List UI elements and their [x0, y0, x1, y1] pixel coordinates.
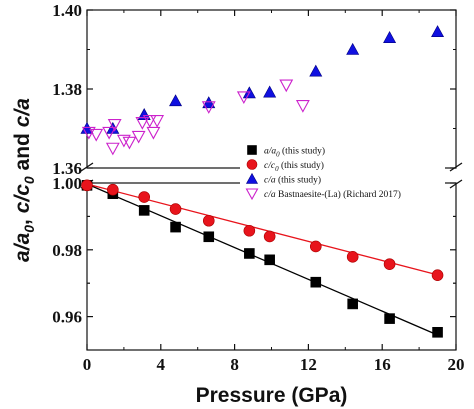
point-series-3	[201, 101, 216, 114]
point-series-1	[169, 203, 182, 215]
point-series-1	[383, 258, 396, 270]
point-series-3	[102, 126, 117, 140]
y-axis-title-part: c/c	[11, 184, 34, 214]
point-series-3	[295, 100, 310, 113]
point-series-0	[310, 276, 322, 288]
x-tick-label: 12	[300, 355, 317, 374]
point-series-0	[264, 254, 275, 266]
point-series-0	[138, 205, 150, 216]
point-series-0	[347, 298, 358, 310]
y-axis-title-part: ,	[11, 213, 34, 225]
y-axis-title-subscript: 0	[21, 225, 37, 233]
x-tick-label: 16	[374, 355, 391, 374]
point-series-2	[309, 64, 323, 77]
point-series-0	[432, 326, 443, 338]
legend-marker	[245, 188, 259, 201]
legend-entry-symbol: c/a	[264, 190, 276, 200]
point-series-3	[236, 91, 251, 105]
point-series-2	[346, 42, 360, 55]
legend-entry-subscript: 0	[275, 165, 279, 173]
y-tick-label: 1.00	[52, 174, 82, 193]
y-tick-label: 1.38	[52, 80, 82, 99]
point-series-2	[431, 25, 445, 38]
point-series-3	[142, 115, 157, 128]
y-tick-label: 0.98	[52, 241, 82, 260]
point-series-3	[107, 119, 122, 132]
x-tick-label: 8	[230, 355, 239, 374]
point-series-1	[138, 191, 150, 203]
legend-marker	[245, 172, 259, 184]
legend-entry-symbol: c/a	[264, 176, 276, 186]
point-series-0	[170, 221, 181, 233]
y-axis-title-subscript: 0	[21, 176, 37, 184]
point-series-3	[146, 126, 161, 140]
y-tick-label: 1.40	[52, 1, 82, 20]
legend-marker	[247, 145, 257, 155]
point-series-1	[107, 183, 119, 196]
legend-entry-note: (this study)	[276, 175, 321, 186]
point-series-1	[309, 240, 322, 253]
legend-entry-note: (this study)	[279, 160, 324, 171]
point-series-3	[122, 136, 137, 150]
y-axis-title-part: a/a	[11, 232, 34, 262]
point-series-2	[383, 31, 397, 43]
point-series-3	[89, 128, 104, 142]
point-series-1	[202, 214, 215, 227]
y-tick-label: 0.96	[52, 308, 82, 327]
legend-entry-symbol: c/c	[264, 161, 276, 171]
point-series-2	[263, 85, 277, 98]
legend-entry: c/c0 (this study)	[264, 160, 324, 173]
axis-titles: Pressure (GPa)a/a0, c/c0 and c/a	[11, 98, 347, 407]
legend-entry-note: Bastnaesite-(La) (Richard 2017)	[276, 189, 401, 200]
legend-box	[240, 141, 445, 199]
break-slash-1-1	[449, 179, 463, 189]
point-series-2	[169, 94, 183, 107]
legend-entry: c/a (this study)	[264, 175, 321, 186]
ticks: 0 4 8 12 16 20 1.36 1.38 1.40 0.96 0.98 1.00	[52, 1, 464, 374]
point-series-3	[105, 142, 120, 156]
point-series-3	[131, 130, 146, 144]
point-series-0	[203, 231, 215, 243]
y-tick-label: 1.36	[52, 159, 82, 178]
legend: a/a0 (this study)c/c0 (this study)c/a (t…	[240, 141, 445, 201]
break-slash-1-0	[449, 162, 463, 172]
legend-marker	[246, 159, 258, 170]
legend-entry-note: (this study)	[280, 146, 325, 157]
break-slash-0-0	[80, 162, 94, 172]
point-series-1	[263, 230, 276, 243]
x-tick-label: 4	[157, 355, 166, 374]
point-series-1	[346, 251, 359, 263]
y-axis-title: a/a0, c/c0 and c/a	[11, 98, 37, 262]
legend-entry: a/a0 (this study)	[264, 146, 325, 159]
y-axis-title-part: and	[11, 127, 34, 176]
legend-entry: c/a Bastnaesite-(La) (Richard 2017)	[264, 189, 401, 200]
point-series-2	[137, 108, 151, 120]
data-points	[80, 25, 445, 338]
y-axis-title-part: c/a	[11, 98, 34, 128]
point-series-3	[279, 79, 294, 93]
point-series-0	[244, 248, 255, 259]
x-axis-title: Pressure (GPa)	[196, 384, 348, 407]
x-tick-label: 20	[448, 355, 465, 374]
point-series-0	[384, 313, 395, 324]
point-series-3	[116, 134, 131, 148]
point-series-1	[431, 269, 444, 281]
x-tick-label: 0	[83, 355, 92, 374]
point-series-1	[81, 179, 93, 192]
legend-entry-subscript: 0	[276, 151, 280, 159]
point-series-1	[243, 224, 256, 237]
point-series-3	[150, 115, 165, 128]
point-series-3	[135, 117, 150, 130]
legend-entry-symbol: a/a	[264, 147, 276, 157]
